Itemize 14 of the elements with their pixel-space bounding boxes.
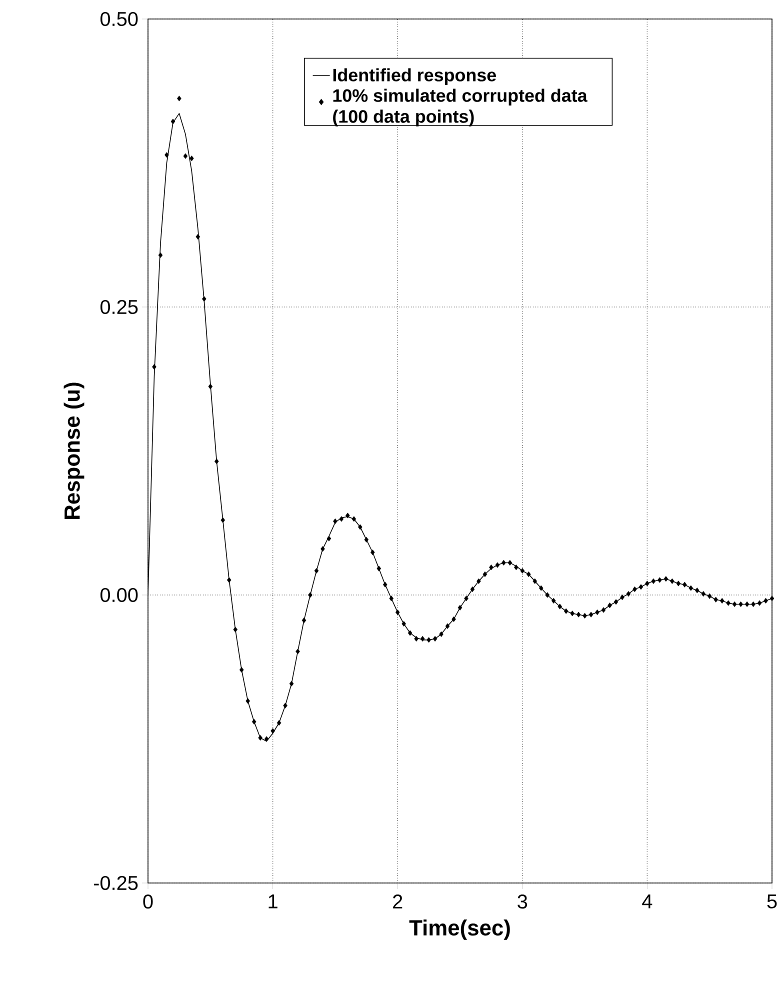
- legend-label: Identified response: [333, 68, 496, 85]
- x-tick-label: 3: [518, 894, 528, 909]
- x-tick-label: 1: [268, 894, 278, 908]
- y-tick-label: 0.00: [100, 588, 138, 602]
- x-axis-title: Time(sec): [409, 919, 510, 940]
- x-tick-label: 2: [393, 894, 402, 908]
- y-tick-label: 0.25: [100, 300, 138, 314]
- y-axis-title: Response (u): [64, 382, 84, 519]
- y-tick-label: 0.50: [100, 12, 138, 26]
- x-tick-label: 5: [767, 894, 777, 908]
- x-tick-label: 0: [143, 894, 153, 909]
- y-tick-label: -0.25: [94, 876, 138, 890]
- x-tick-label: 4: [642, 894, 652, 908]
- legend-label: 10% simulated corrupted data (100 data points): [333, 88, 588, 126]
